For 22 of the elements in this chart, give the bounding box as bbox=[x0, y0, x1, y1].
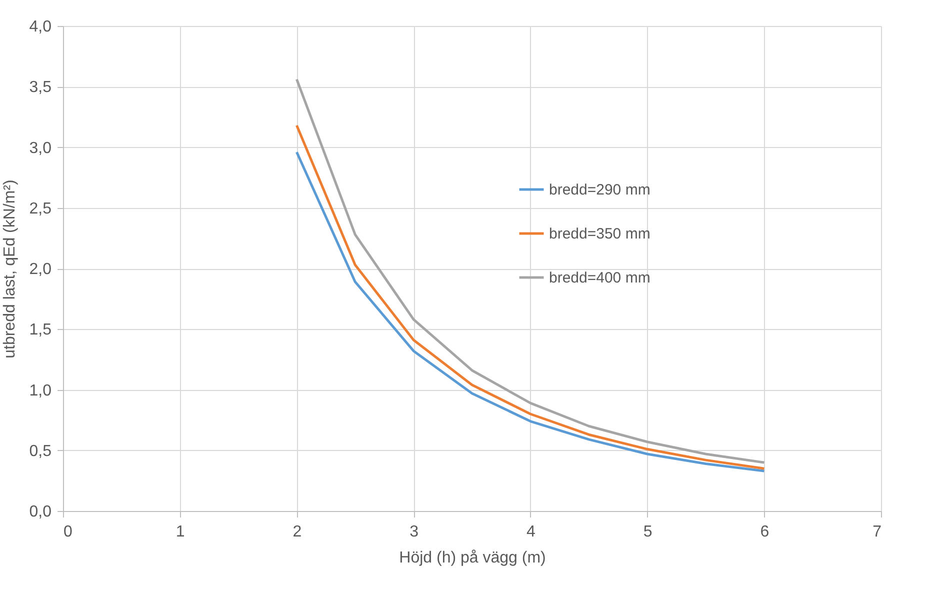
x-axis-title: Höjd (h) på vägg (m) bbox=[399, 550, 546, 566]
legend-label: bredd=350 mm bbox=[549, 226, 650, 242]
y-tick-label: 1,0 bbox=[29, 382, 52, 400]
x-tick-label: 0 bbox=[64, 524, 72, 540]
x-tick-label: 2 bbox=[292, 524, 302, 540]
x-tick-label: 6 bbox=[760, 524, 770, 540]
y-tick-label: 3,0 bbox=[29, 140, 52, 157]
y-tick-label: 0,0 bbox=[29, 504, 52, 520]
y-tick-label: 1,5 bbox=[29, 322, 52, 339]
legend-label: bredd=290 mm bbox=[549, 182, 650, 198]
y-tick-label: 4,0 bbox=[29, 18, 52, 36]
x-tick-label: 7 bbox=[872, 524, 882, 540]
y-tick-label: 3,5 bbox=[29, 79, 52, 96]
legend-label: bredd=400 mm bbox=[549, 270, 650, 286]
x-tick-label: 3 bbox=[410, 524, 419, 540]
y-axis-title: utbredd last, qEd (kN/m²) bbox=[1, 180, 18, 358]
x-tick-label: 4 bbox=[526, 524, 536, 540]
y-tick-label: 0,5 bbox=[29, 442, 52, 460]
x-tick-label: 1 bbox=[176, 524, 185, 540]
x-tick-label: 5 bbox=[643, 524, 652, 540]
y-tick-label: 2,5 bbox=[29, 200, 52, 218]
y-tick-label: 2,0 bbox=[29, 261, 52, 278]
